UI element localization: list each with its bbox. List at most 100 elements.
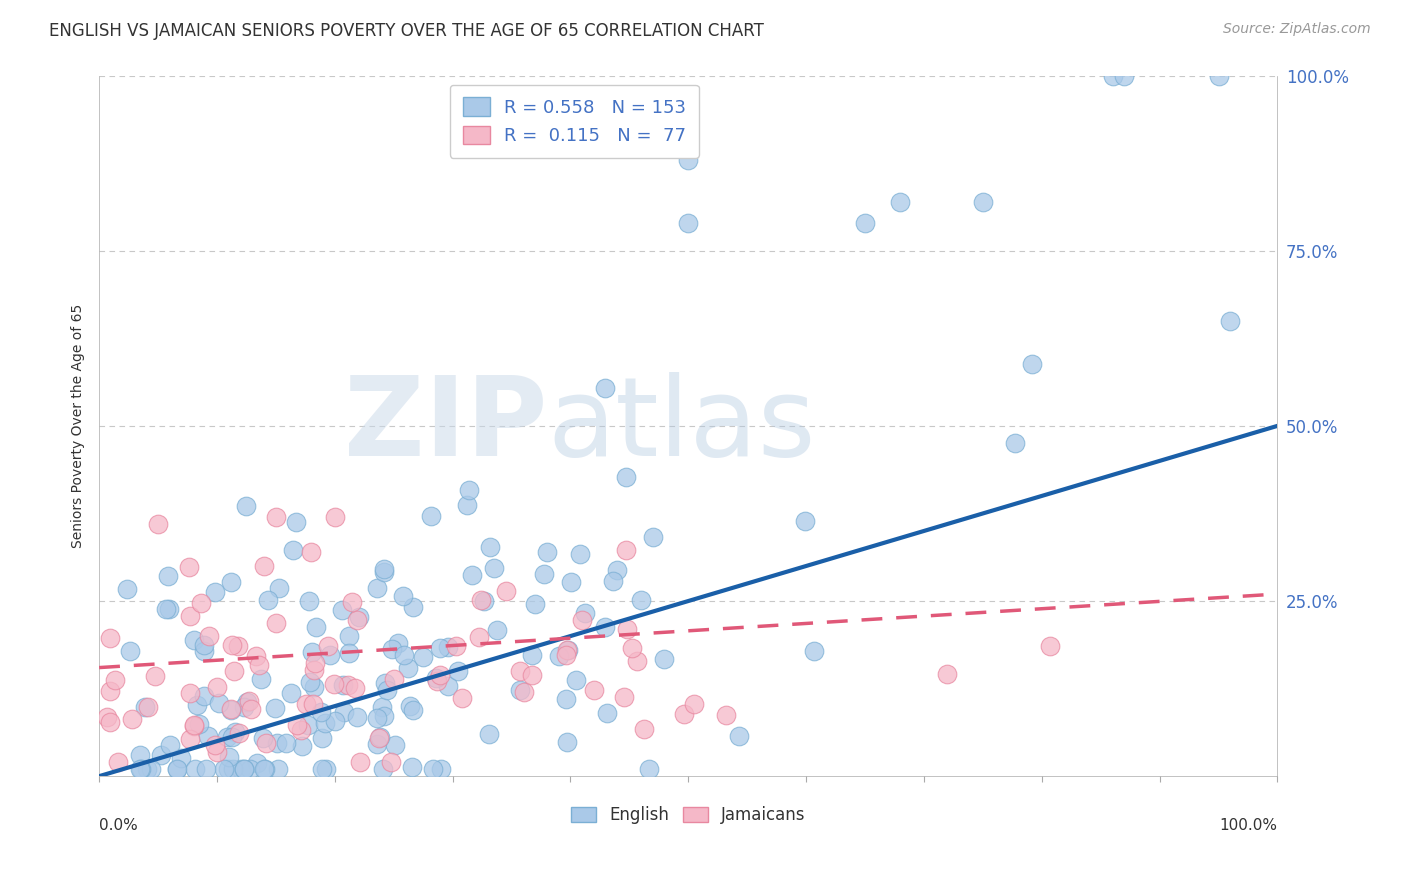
Point [425,671,447,685]
Point [330,603,353,617]
Point [218,749,240,764]
Point [482,560,505,574]
Point [136,699,159,714]
Point [426,674,449,689]
Point [204,585,226,599]
Point [205,681,228,695]
Point [371,762,394,776]
Point [437,679,460,693]
Point [299,674,322,689]
Point [155,601,177,615]
Point [193,689,215,703]
Point [302,697,325,711]
Point [183,717,205,731]
Point [177,559,200,574]
Point [620,640,643,655]
Point [240,702,263,716]
Point [380,755,402,769]
Point [430,762,453,776]
Point [633,722,655,736]
Point [252,731,274,745]
Point [606,563,628,577]
Point [382,672,405,686]
Point [429,668,451,682]
Point [184,762,207,776]
Point [367,731,389,746]
Point [347,610,370,624]
Point [520,668,543,682]
Point [374,676,396,690]
Point [219,703,242,717]
Point [392,589,415,603]
Text: 100.0%: 100.0% [1219,818,1278,833]
Point [179,732,201,747]
Point [486,623,509,637]
Point [290,739,312,753]
Point [366,738,388,752]
Point [197,729,219,743]
Point [593,382,616,396]
Point [381,642,404,657]
Point [513,685,536,699]
Point [373,709,395,723]
Point [98,684,121,698]
Point [232,762,254,776]
Point [253,559,276,574]
Point [98,631,121,645]
Point [193,638,215,652]
Point [384,738,406,752]
Point [254,736,277,750]
Point [333,705,356,719]
Point [297,718,319,732]
Point [344,681,367,695]
Point [568,547,591,561]
Point [524,597,547,611]
Point [446,665,468,679]
Point [377,683,399,698]
Point [641,530,664,544]
Point [399,698,422,713]
Point [136,762,159,776]
Point [128,762,150,776]
Point [803,644,825,658]
Point [560,574,582,589]
Point [100,715,122,730]
Point [120,644,142,658]
Point [183,719,205,733]
Point [166,762,188,776]
Point [107,755,129,769]
Point [339,629,361,643]
Point [299,545,322,559]
Point [495,583,517,598]
Point [555,692,578,706]
Point [371,700,394,714]
Point [221,730,243,744]
Point [195,762,218,776]
Point [972,194,994,209]
Point [616,622,638,636]
Point [224,664,246,678]
Point [129,762,152,776]
Point [565,673,588,687]
Point [269,582,291,596]
Point [398,661,420,675]
Point [193,644,215,658]
Point [134,699,156,714]
Point [387,635,409,649]
Point [555,735,578,749]
Point [245,648,267,663]
Point [323,510,346,524]
Point [121,712,143,726]
Point [366,581,388,595]
Point [247,657,270,672]
Point [228,725,250,739]
Point [235,499,257,513]
Point [853,216,876,230]
Point [302,663,325,677]
Point [253,762,276,776]
Point [593,620,616,634]
Point [128,748,150,763]
Point [889,194,911,209]
Point [280,686,302,700]
Y-axis label: Seniors Poverty Over the Age of 65: Seniors Poverty Over the Age of 65 [72,304,86,548]
